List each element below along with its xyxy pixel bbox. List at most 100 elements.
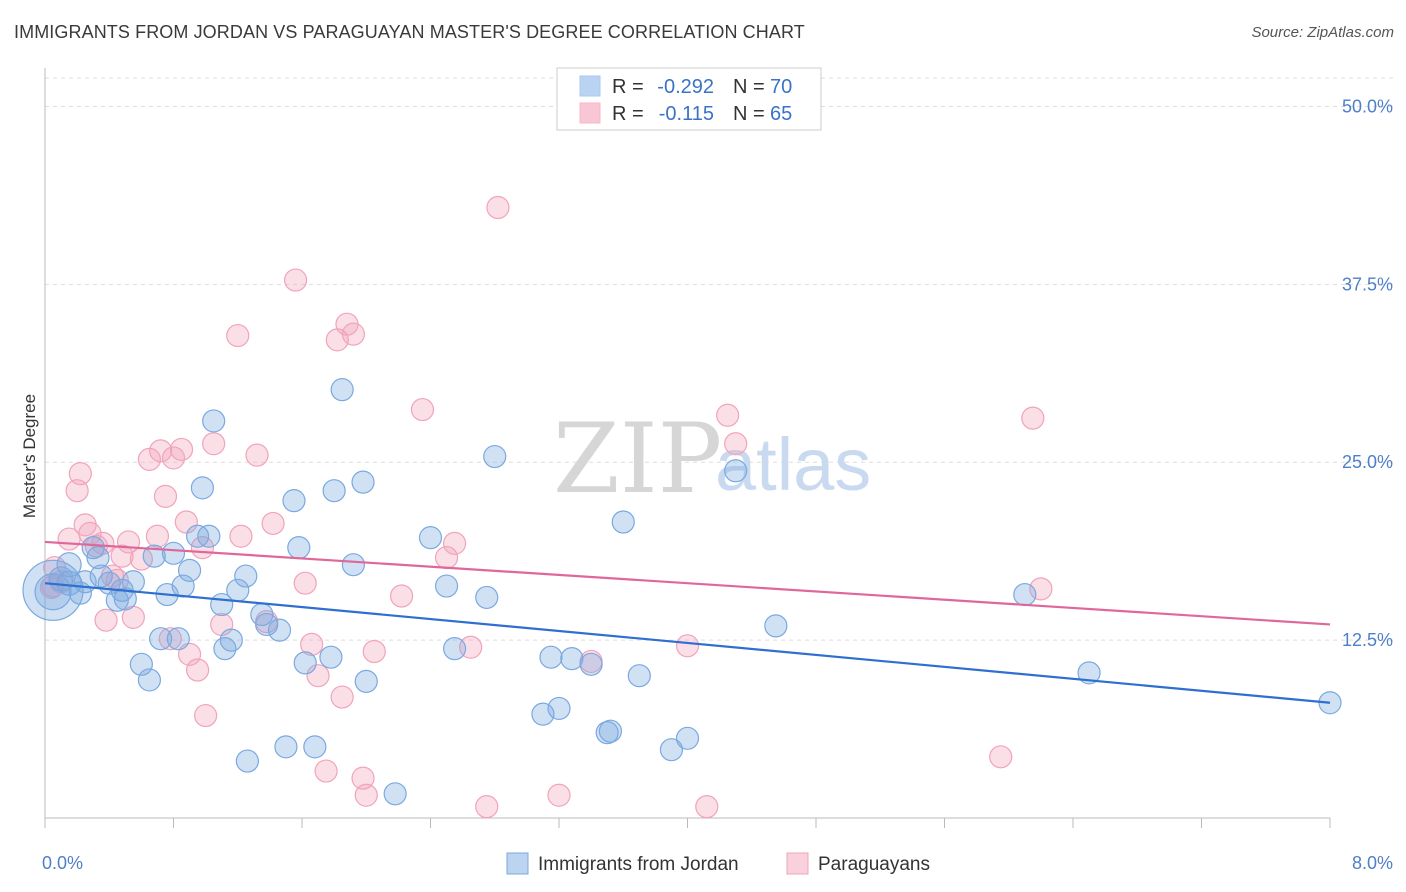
data-point <box>149 439 173 463</box>
trend-lines <box>44 540 1331 704</box>
data-point <box>300 632 324 656</box>
data-point <box>142 544 166 568</box>
data-point <box>1021 406 1045 430</box>
data-point <box>229 524 253 548</box>
series-jordan-points <box>22 378 1342 806</box>
data-point <box>161 446 186 470</box>
legend-r-label: R = <box>612 103 644 125</box>
data-point <box>383 782 407 806</box>
data-point <box>149 627 173 651</box>
data-point <box>659 738 684 762</box>
data-point <box>34 573 72 611</box>
bottom-legend-swatch <box>506 852 529 875</box>
data-point <box>389 584 414 608</box>
x-tick-label: 8.0% <box>1352 853 1393 873</box>
chart-title: IMMIGRANTS FROM JORDAN VS PARAGUAYAN MAS… <box>14 22 805 42</box>
data-point <box>560 647 584 671</box>
data-point <box>1013 582 1037 607</box>
data-point <box>341 553 365 577</box>
data-point <box>293 651 317 675</box>
data-point <box>110 544 134 568</box>
data-point <box>598 719 623 743</box>
data-point <box>194 703 218 728</box>
data-point <box>330 685 354 709</box>
data-point <box>202 409 226 433</box>
data-point <box>351 470 375 494</box>
data-point <box>161 541 186 565</box>
data-point <box>351 766 375 790</box>
x-tick-label: 0.0% <box>42 853 83 873</box>
data-point <box>65 479 89 503</box>
data-point <box>724 459 748 483</box>
data-point <box>539 645 563 669</box>
data-point <box>245 443 269 467</box>
data-point <box>202 432 226 456</box>
data-point <box>267 618 292 642</box>
data-point <box>322 479 346 503</box>
chart-source: Source: ZipAtlas.com <box>1251 24 1394 41</box>
data-point <box>145 524 170 548</box>
data-point <box>354 669 378 693</box>
data-point <box>177 558 202 582</box>
data-point <box>362 639 386 664</box>
data-point <box>547 696 571 721</box>
data-point <box>989 745 1013 769</box>
data-point <box>68 462 92 486</box>
data-point <box>219 628 243 652</box>
data-point <box>410 397 435 422</box>
data-point <box>113 587 137 611</box>
bottom-legend-swatch <box>786 852 809 875</box>
y-tick-label: 50.0% <box>1342 96 1393 116</box>
data-point <box>197 524 221 548</box>
data-point <box>137 668 162 692</box>
legend-n-label: N = <box>733 76 765 98</box>
data-point <box>764 614 788 638</box>
data-point <box>1077 661 1101 685</box>
y-tick-label: 37.5% <box>1342 274 1393 294</box>
data-point <box>547 783 571 807</box>
y-tick-label: 25.0% <box>1342 452 1393 472</box>
data-point <box>418 526 443 550</box>
data-point <box>442 531 467 555</box>
legend-n-value: 65 <box>770 103 792 125</box>
data-point <box>234 564 258 588</box>
data-point <box>153 484 178 508</box>
data-point <box>293 571 317 595</box>
legend-n-value: 70 <box>770 76 792 98</box>
data-point <box>611 510 635 534</box>
data-point <box>56 552 82 578</box>
data-point <box>274 735 298 759</box>
legend-r-label: R = <box>612 76 644 98</box>
legend-r-value: -0.115 <box>659 103 714 125</box>
data-point <box>255 612 279 637</box>
data-point <box>434 574 459 598</box>
watermark: ZIP atlas <box>553 403 871 515</box>
data-point <box>675 726 700 750</box>
data-point <box>261 511 285 536</box>
data-point <box>166 627 190 651</box>
data-point <box>314 759 338 783</box>
data-point <box>190 476 215 500</box>
data-point <box>695 795 719 819</box>
bottom-legend-label: Immigrants from Jordan <box>538 854 739 875</box>
data-point <box>724 432 748 456</box>
data-point <box>486 195 510 220</box>
data-point <box>319 645 343 669</box>
data-point <box>306 664 330 688</box>
legend-n-label: N = <box>733 103 765 125</box>
data-point <box>169 437 194 462</box>
data-point <box>330 378 354 402</box>
trend-line <box>44 540 1331 626</box>
legend-box <box>556 67 822 131</box>
bottom-legend-label: Paraguayans <box>818 854 930 875</box>
data-point <box>442 637 467 661</box>
data-point <box>282 489 306 513</box>
data-point <box>94 608 118 632</box>
watermark-zip: ZIP <box>553 403 722 515</box>
legend-swatch <box>579 102 601 124</box>
data-point <box>235 749 259 773</box>
data-point <box>226 323 250 348</box>
watermark-atlas: atlas <box>715 423 871 506</box>
legend-swatch <box>579 75 601 97</box>
